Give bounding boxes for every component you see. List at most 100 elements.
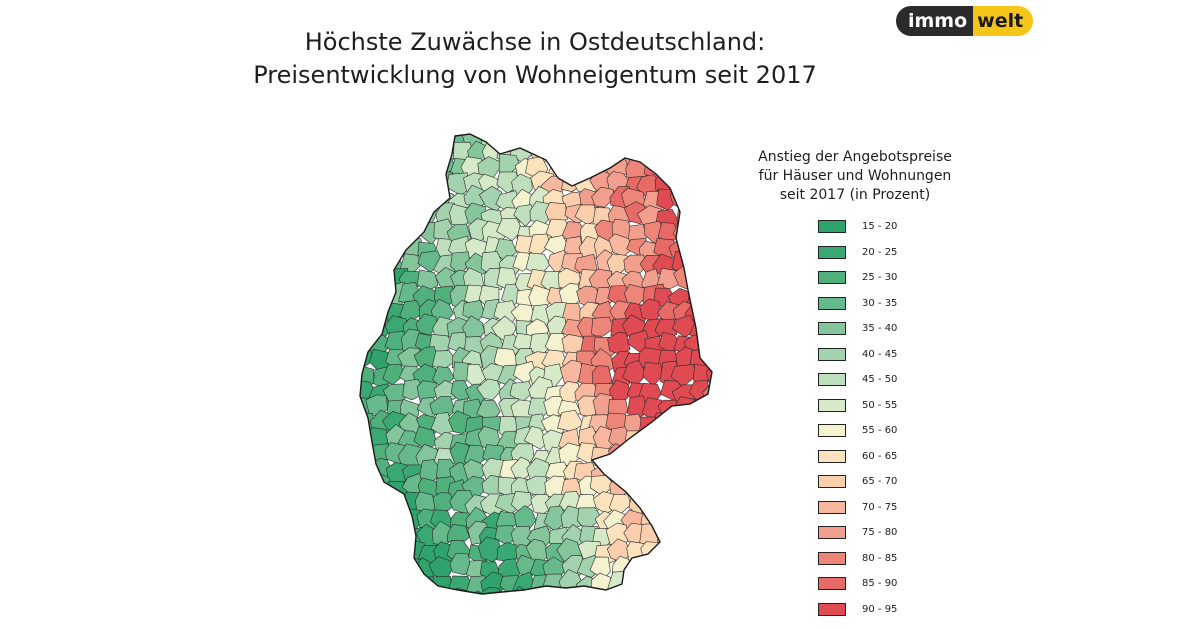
district-region [704, 507, 712, 530]
district-region [706, 432, 712, 455]
legend-item: 25 - 30 [818, 265, 897, 291]
district-region [693, 415, 712, 437]
district-region [653, 570, 676, 594]
district-region [413, 155, 440, 176]
district-region [607, 570, 632, 594]
legend-item: 35 - 40 [818, 316, 897, 342]
district-region [643, 458, 666, 484]
legend-swatch [818, 526, 846, 540]
district-region [702, 397, 712, 422]
district-region [672, 428, 698, 454]
legend-item: 55 - 60 [818, 418, 897, 444]
district-region [360, 444, 374, 469]
legend-label: 15 - 20 [862, 221, 898, 233]
district-region [691, 442, 712, 469]
district-region [369, 154, 396, 179]
district-region [670, 462, 694, 483]
district-region [360, 207, 378, 230]
legend-item: 40 - 45 [818, 342, 897, 368]
district-region [703, 134, 712, 150]
district-region [686, 557, 708, 581]
district-region [340, 364, 359, 387]
district-region [340, 219, 359, 242]
district-region [656, 493, 681, 517]
district-region [360, 138, 380, 161]
district-region [381, 591, 409, 594]
district-region [686, 575, 712, 594]
district-region [383, 553, 411, 579]
district-region [545, 134, 570, 149]
district-region [381, 493, 406, 517]
district-region [686, 491, 712, 516]
district-region [529, 587, 554, 594]
page-title: Höchste Zuwächse in Ostdeutschland: Prei… [180, 26, 890, 92]
legend-item: 15 - 20 [818, 214, 897, 240]
legend-swatch [818, 602, 846, 616]
district-region [360, 134, 375, 151]
district-region [360, 570, 377, 594]
district-region [383, 171, 408, 196]
district-region [360, 219, 375, 245]
district-region [340, 524, 359, 546]
district-region [400, 154, 426, 178]
district-region [691, 539, 712, 563]
district-region [684, 207, 709, 229]
district-region [510, 134, 536, 146]
district-region [402, 572, 423, 594]
district-region [383, 540, 407, 564]
district-region [340, 511, 355, 532]
district-region [673, 477, 695, 502]
district-region [399, 134, 422, 148]
district-region [670, 161, 695, 185]
district-region [704, 302, 712, 324]
district-region [705, 442, 712, 468]
legend-swatch [818, 551, 846, 565]
district-region [591, 134, 614, 145]
district-region [368, 206, 394, 231]
district-region [367, 138, 393, 164]
district-region [672, 409, 696, 433]
germany-price-map [340, 133, 713, 595]
legend: 15 - 20 20 - 25 25 - 30 30 - 35 35 - 40 … [818, 214, 897, 622]
district-region [653, 411, 680, 432]
legend-swatch [818, 245, 846, 259]
district-region [360, 411, 361, 436]
district-region [364, 269, 388, 293]
district-region [620, 445, 646, 470]
title-line-1: Höchste Zuwächse in Ostdeutschland: [304, 28, 766, 56]
district-region [622, 589, 649, 594]
district-region [360, 445, 362, 469]
district-region [382, 363, 406, 386]
district-region [398, 206, 424, 232]
district-region [559, 154, 586, 177]
district-region [367, 520, 391, 546]
district-region [703, 330, 712, 354]
district-region [360, 158, 363, 185]
district-region [417, 134, 441, 149]
district-region [360, 588, 361, 594]
legend-item: 45 - 50 [818, 367, 897, 393]
district-region [689, 134, 712, 149]
district-region [705, 538, 712, 564]
legend-item: 60 - 65 [818, 444, 897, 470]
logo-part-immo: immo [896, 6, 974, 36]
district-region [371, 134, 394, 150]
district-region [691, 591, 712, 594]
district-region [657, 156, 683, 180]
district-region [340, 317, 359, 340]
district-region [703, 172, 712, 196]
legend-label: 60 - 65 [862, 450, 898, 462]
district-region [360, 288, 375, 311]
district-region [669, 511, 692, 534]
district-region [449, 553, 472, 576]
district-region [360, 506, 378, 532]
district-region [705, 283, 712, 310]
legend-swatch [818, 449, 846, 463]
district-region [360, 172, 373, 198]
district-region [642, 441, 665, 467]
legend-label: 65 - 70 [862, 476, 898, 488]
district-region [676, 495, 699, 519]
district-region [638, 571, 663, 594]
district-region [687, 478, 712, 501]
district-region [545, 139, 572, 160]
